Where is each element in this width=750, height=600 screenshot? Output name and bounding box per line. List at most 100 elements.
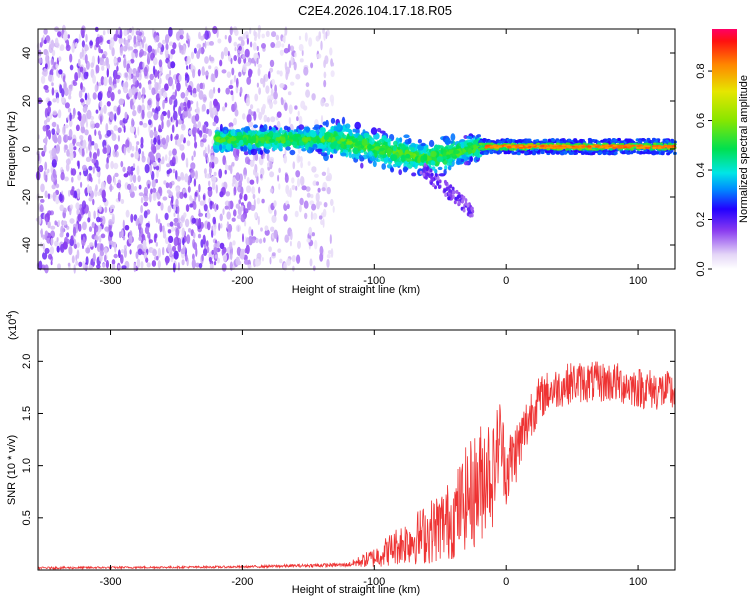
heatmap-cell: [244, 48, 250, 58]
heatmap-cell: [329, 154, 334, 159]
heatmap-cell: [138, 184, 142, 190]
heatmap-cell: [219, 144, 223, 151]
heatmap-cell: [360, 149, 364, 153]
heatmap-cell: [165, 182, 170, 189]
heatmap-cell: [154, 49, 157, 56]
heatmap-cell: [102, 147, 108, 155]
heatmap-cell: [185, 157, 189, 168]
heatmap-cell: [329, 47, 333, 56]
heatmap-cell: [410, 146, 415, 153]
heatmap-cell: [135, 251, 139, 259]
heatmap-cell: [192, 68, 196, 79]
heatmap-cell: [219, 123, 223, 132]
heatmap-cell: [196, 51, 201, 59]
heatmap-cell: [204, 169, 207, 179]
heatmap-cell: [256, 57, 259, 65]
heatmap-cell: [151, 260, 157, 267]
heatmap-cell: [367, 144, 373, 150]
heatmap-cell: [490, 140, 495, 144]
heatmap-cell: [79, 135, 84, 140]
heatmap-cell: [461, 199, 465, 203]
heatmap-cell: [135, 70, 140, 78]
heatmap-cell: [275, 34, 280, 41]
heatmap-cell: [448, 158, 453, 163]
heatmap-cell: [298, 135, 303, 141]
heatmap-cell: [311, 232, 315, 237]
heatmap-cell: [113, 83, 117, 89]
heatmap-cell: [71, 176, 74, 183]
heatmap-cell: [419, 170, 423, 175]
heatmap-cell: [438, 173, 446, 177]
heatmap-cell: [168, 191, 173, 198]
heatmap-cell: [390, 154, 398, 162]
heatmap-cell: [425, 167, 429, 171]
heatmap-cell: [113, 33, 118, 42]
heatmap-cell: [113, 253, 118, 259]
heatmap-cell: [306, 238, 311, 243]
heatmap-cell: [75, 124, 80, 132]
heatmap-cell: [428, 139, 435, 148]
heatmap-cell: [51, 121, 57, 128]
heatmap-cell: [206, 156, 210, 163]
heatmap-cell: [62, 125, 66, 136]
heatmap-cell: [153, 137, 157, 145]
heatmap-cell: [319, 253, 324, 262]
heatmap-cell: [56, 245, 60, 253]
heatmap-cell: [55, 195, 60, 205]
heatmap-cell: [175, 187, 180, 193]
heatmap-cell: [64, 124, 69, 129]
heatmap-cell: [188, 228, 192, 233]
heatmap-cell: [118, 249, 121, 258]
heatmap-cell: [211, 175, 217, 184]
heatmap-cell: [279, 127, 283, 134]
heatmap-cell: [97, 91, 103, 101]
heatmap-cell: [269, 67, 274, 73]
heatmap-cell: [289, 187, 292, 198]
heatmap-cell: [85, 33, 88, 43]
heatmap-cell: [121, 265, 127, 270]
heatmap-cell: [436, 156, 444, 163]
heatmap-cell: [192, 232, 196, 239]
heatmap-cell: [352, 147, 360, 155]
heatmap-cell: [204, 40, 207, 49]
heatmap-cell: [323, 79, 327, 88]
heatmap-cell: [489, 150, 494, 155]
heatmap-cell: [136, 141, 140, 146]
heatmap-cell: [405, 153, 411, 159]
heatmap-cell: [182, 111, 185, 121]
heatmap-cell: [57, 263, 61, 270]
heatmap-cell: [71, 168, 77, 176]
heatmap-cell: [135, 30, 140, 36]
heatmap-cell: [269, 171, 275, 178]
heatmap-cell: [243, 174, 247, 180]
heatmap-cell: [50, 39, 55, 49]
heatmap-cell: [157, 42, 162, 49]
heatmap-cell: [48, 129, 51, 140]
heatmap-cell: [179, 144, 185, 151]
heatmap-cell: [185, 218, 190, 228]
heatmap-cell: [56, 237, 59, 242]
heatmap-cell: [209, 41, 214, 46]
heatmap-cell: [363, 132, 370, 138]
heatmap-cell: [271, 214, 277, 224]
heatmap-cell: [167, 109, 171, 119]
heatmap-cell: [222, 253, 228, 262]
heatmap-cell: [177, 119, 183, 125]
heatmap-cell: [447, 165, 452, 171]
heatmap-cell: [132, 109, 137, 117]
heatmap-cell: [250, 148, 258, 156]
heatmap-cell: [289, 240, 292, 247]
heatmap-cell: [212, 204, 215, 209]
heatmap-cell: [299, 197, 304, 206]
heatmap-cell: [217, 87, 221, 94]
heatmap-cell: [172, 168, 176, 174]
heatmap-cell: [268, 138, 275, 143]
heatmap-cell: [97, 55, 100, 65]
heatmap-cell: [118, 36, 124, 45]
heatmap-cell: [231, 217, 236, 222]
heatmap-cell: [43, 28, 48, 35]
heatmap-cell: [155, 242, 158, 247]
heatmap-cell: [339, 131, 344, 135]
heatmap-cell: [109, 183, 113, 193]
